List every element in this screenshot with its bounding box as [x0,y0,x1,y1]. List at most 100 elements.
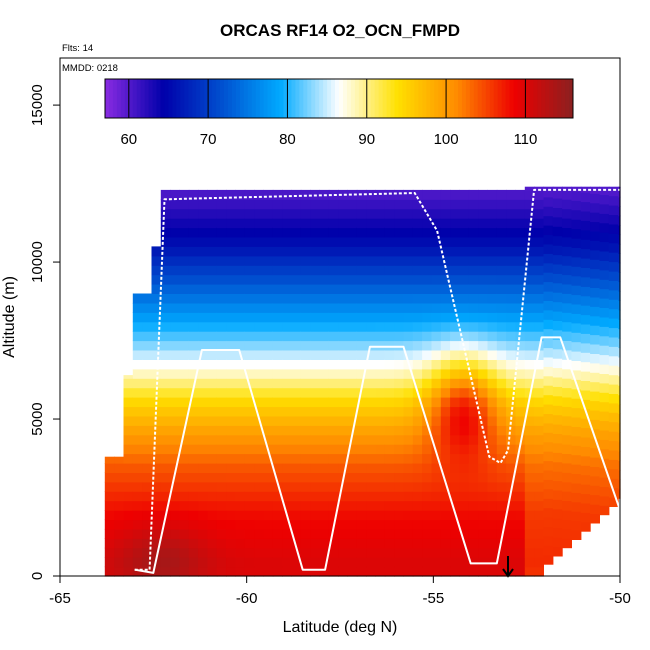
heatmap-cell [618,385,621,396]
heatmap-cell [347,547,358,558]
heatmap-cell [496,189,507,200]
heatmap-cell [244,368,255,379]
heatmap-cell [226,500,236,511]
heatmap-cell [338,208,348,219]
heatmap-cell [431,359,442,370]
heatmap-cell [188,340,199,351]
heatmap-cell [412,538,423,549]
heatmap-cell [580,427,591,438]
heatmap-cell [506,255,516,266]
heatmap-cell [487,321,498,332]
heatmap-cell [366,472,376,483]
colorbar-swatch [331,79,336,118]
heatmap-cell [543,488,554,499]
heatmap-cell [496,208,507,219]
heatmap-cell [123,406,134,417]
heatmap-cell [431,557,442,568]
heatmap-cell [366,321,376,332]
heatmap-cell [515,274,526,285]
heatmap-cell [188,528,199,539]
heatmap-cell [506,557,516,568]
heatmap-cell [478,378,488,389]
heatmap-cell [254,236,264,247]
heatmap-cell [375,340,386,351]
heatmap-cell [384,463,395,473]
heatmap-cell [366,331,376,342]
heatmap-cell [179,378,190,389]
colorbar-swatch [529,79,534,118]
heatmap-cell [170,340,180,351]
heatmap-cell [207,368,218,379]
heatmap-cell [207,246,218,257]
heatmap-cell [618,206,621,217]
heatmap-cell [440,350,451,360]
heatmap-cell [515,557,526,568]
heatmap-cell [608,261,619,272]
heatmap-cell [188,331,199,342]
heatmap-cell [244,444,255,455]
heatmap-cell [375,434,386,445]
heatmap-cell [104,491,115,502]
colorbar-swatch [485,79,491,118]
colorbar-swatch [192,79,197,118]
heatmap-cell [431,284,442,294]
heatmap-cell [590,513,600,524]
heatmap-cell [468,284,479,294]
heatmap-cell [384,368,395,379]
heatmap-cell [291,359,302,370]
heatmap-cell [132,538,143,549]
heatmap-cell [310,481,320,492]
heatmap-cell [524,406,535,417]
heatmap-cell [496,368,507,379]
heatmap-cell [356,510,367,521]
heatmap-cell [114,491,124,502]
heatmap-cell [263,406,274,417]
heatmap-cell [608,421,619,432]
heatmap-cell [478,510,488,521]
heatmap-cell [207,199,218,210]
heatmap-cell [487,444,498,455]
heatmap-cell [216,189,227,200]
heatmap-cell [543,196,554,207]
heatmap-cell [226,350,236,360]
heatmap-cell [179,387,190,398]
heatmap-cell [496,293,507,304]
x-tick-label: -55 [422,590,444,607]
heatmap-cell [282,265,292,276]
heatmap-cell [338,227,348,238]
heatmap-cell [599,411,610,422]
heatmap-cell [291,340,302,351]
heatmap-cell [571,520,582,531]
heatmap-cell [160,350,171,360]
heatmap-cell [114,566,124,577]
heatmap-cell [310,302,320,313]
heatmap-cell [412,434,423,445]
heatmap-cell [170,406,180,417]
heatmap-cell [142,415,152,426]
heatmap-cell [235,463,246,473]
heatmap-cell [151,463,162,473]
heatmap-cell [300,444,311,455]
heatmap-cell [226,387,236,398]
colorbar-swatch [279,79,284,118]
heatmap-cell [571,228,582,239]
heatmap-cell [188,500,199,511]
heatmap-cell [403,444,414,455]
heatmap-cell [291,547,302,558]
heatmap-cell [422,481,432,492]
heatmap-cell [188,359,199,370]
heatmap-cell [272,472,283,483]
heatmap-cell [310,547,320,558]
heatmap-cell [618,356,621,367]
heatmap-cell [338,378,348,389]
heatmap-cell [114,538,124,549]
heatmap-cell [478,491,488,502]
heatmap-cell [216,519,227,530]
colorbar-swatch [339,79,344,118]
heatmap-cell [142,547,152,558]
heatmap-cell [496,236,507,247]
heatmap-cell [319,500,330,511]
heatmap-cell [216,500,227,511]
heatmap-cell [244,189,255,200]
heatmap-cell [244,236,255,247]
